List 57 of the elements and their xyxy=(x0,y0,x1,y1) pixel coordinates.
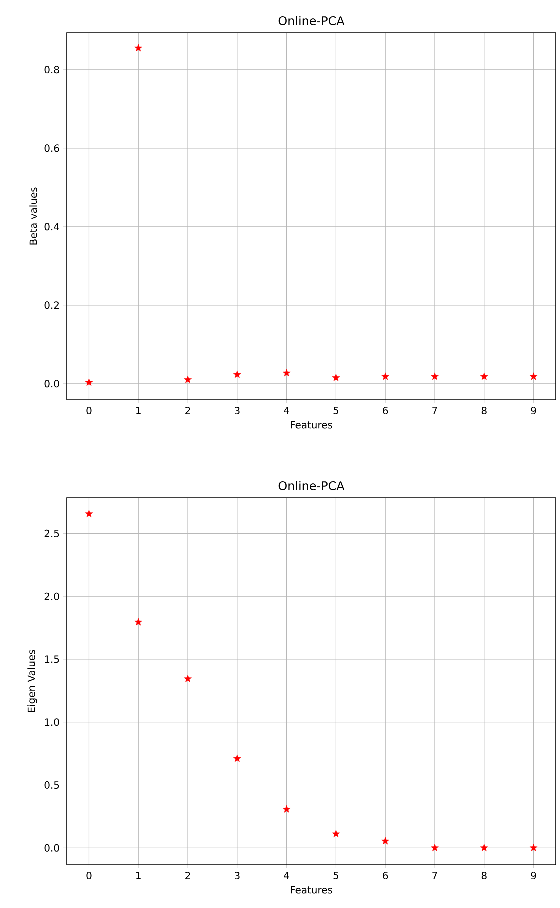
x-tick-label: 2 xyxy=(186,407,190,414)
y-tick-label: 0.0 xyxy=(44,844,60,852)
x-tick-label: 5 xyxy=(334,407,338,414)
point xyxy=(184,675,192,682)
x-tick-label: 0 xyxy=(86,872,92,880)
point xyxy=(480,372,488,380)
x-tick-label: 3 xyxy=(235,407,240,415)
y-tick-label: 0.5 xyxy=(44,781,60,790)
x-axis-title: Features xyxy=(291,886,332,894)
point xyxy=(134,44,143,52)
y-tick-label: 0.4 xyxy=(44,223,60,231)
y-axis-title: Beta values xyxy=(30,188,38,245)
point xyxy=(530,372,538,380)
point xyxy=(332,830,340,838)
point xyxy=(382,372,390,380)
point xyxy=(480,844,488,852)
y-tick-label: 1.5 xyxy=(45,656,60,664)
x-tick-label: 8 xyxy=(482,407,487,415)
x-tick-label: 9 xyxy=(531,872,536,880)
point xyxy=(332,374,340,382)
x-tick-label: 1 xyxy=(136,407,141,414)
x-tick-label: 5 xyxy=(334,872,338,880)
point xyxy=(282,369,291,377)
point xyxy=(134,618,143,626)
y-tick-label: 0.6 xyxy=(44,144,60,152)
x-tick-label: 7 xyxy=(432,407,438,414)
x-tick-label: 9 xyxy=(531,407,536,415)
point xyxy=(382,837,390,845)
x-tick-label: 2 xyxy=(186,872,190,880)
x-axis-title: Features xyxy=(291,421,332,429)
x-tick-label: 7 xyxy=(432,872,438,880)
point xyxy=(184,376,192,384)
y-tick-label: 2.0 xyxy=(44,592,60,600)
x-tick-label: 1 xyxy=(136,872,141,880)
y-tick-label: 0.2 xyxy=(44,302,59,310)
y-tick-label: 0.0 xyxy=(44,380,60,388)
point xyxy=(85,510,94,518)
x-tick-label: 4 xyxy=(284,872,290,880)
x-tick-label: 6 xyxy=(383,872,388,880)
point xyxy=(234,754,242,762)
x-tick-label: 0 xyxy=(86,407,92,415)
x-tick-label: 4 xyxy=(284,407,290,414)
point xyxy=(282,805,291,813)
point xyxy=(431,372,439,380)
x-tick-label: 8 xyxy=(482,872,487,880)
point xyxy=(530,844,538,852)
y-tick-label: 2.5 xyxy=(44,530,60,538)
point xyxy=(234,370,242,378)
point xyxy=(431,844,439,852)
y-tick-label: 1.0 xyxy=(45,718,60,726)
point xyxy=(85,378,94,386)
x-tick-label: 6 xyxy=(383,407,388,415)
chart-title: Online-PCA xyxy=(278,481,345,490)
y-axis-title: Eigen Values xyxy=(28,650,38,712)
y-tick-label: 0.8 xyxy=(44,66,60,74)
x-tick-label: 3 xyxy=(235,872,240,880)
chart-title: Online-PCA xyxy=(278,16,345,26)
